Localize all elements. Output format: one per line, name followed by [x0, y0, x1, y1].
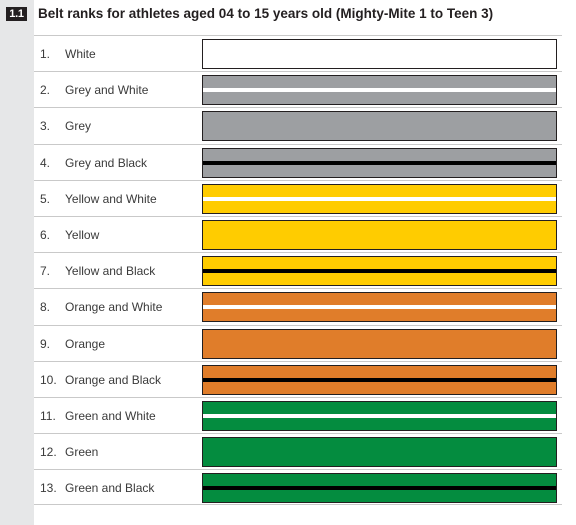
rank-number: 11. — [40, 408, 56, 423]
belt-swatch — [202, 437, 557, 468]
rank-name: Orange — [65, 336, 106, 351]
section-number-badge: 1.1 — [6, 7, 27, 21]
rank-row: 1. White — [34, 35, 562, 71]
rank-row: 7. Yellow and Black — [34, 252, 562, 288]
belt-swatch — [202, 183, 557, 214]
belt-swatch — [202, 39, 557, 69]
belt-swatch — [202, 219, 557, 250]
rank-number: 13. — [40, 481, 57, 496]
rank-name: Orange and Black — [65, 372, 162, 387]
belt-swatch — [202, 400, 557, 431]
rank-number: 4. — [40, 155, 51, 170]
rank-row: 6. Yellow — [34, 215, 562, 252]
belt-swatch — [202, 256, 557, 287]
rank-row: 9. Orange — [34, 324, 562, 361]
belt-swatch — [202, 473, 557, 504]
rank-number: 9. — [40, 336, 51, 351]
rank-name: Yellow and White — [65, 191, 157, 206]
rank-number: 10. — [40, 372, 57, 387]
rank-row: 10. Orange and Black — [34, 360, 562, 397]
rank-row: 11. Green and White — [34, 396, 562, 433]
rank-name: Green — [65, 445, 99, 460]
section-title: Belt ranks for athletes aged 04 to 15 ye… — [38, 6, 494, 21]
rank-name: White — [65, 47, 96, 61]
belt-swatch — [202, 111, 557, 142]
rank-number: 7. — [40, 264, 51, 279]
rank-row: 3. Grey — [34, 107, 562, 143]
rank-name: Grey — [65, 119, 92, 134]
rank-number: 6. — [40, 227, 51, 242]
rank-name: Yellow and Black — [65, 264, 156, 279]
rank-number: 2. — [40, 83, 51, 98]
rank-row: 4. Grey and Black — [34, 143, 562, 180]
belt-swatch — [202, 75, 557, 106]
rank-name: Orange and White — [65, 300, 163, 315]
rank-number: 8. — [40, 300, 51, 315]
rank-row: 2. Grey and White — [34, 71, 562, 107]
rank-number: 12. — [40, 445, 57, 460]
rank-row: 5. Yellow and White — [34, 179, 562, 216]
rank-name: Yellow — [65, 227, 100, 242]
rank-row: 12. Green — [34, 433, 562, 469]
belt-swatch — [202, 292, 557, 323]
belt-swatch — [202, 328, 557, 359]
rank-number: 3. — [40, 119, 51, 134]
rank-row: 13. Green and Black — [34, 469, 562, 506]
rank-number: 5. — [40, 191, 51, 206]
belt-swatch — [202, 364, 557, 395]
rank-name: Grey and Black — [65, 155, 148, 170]
belt-swatch — [202, 147, 557, 178]
rank-name: Green and White — [65, 408, 156, 423]
side-strip — [0, 0, 34, 525]
rank-row: 8. Orange and White — [34, 288, 562, 324]
rank-number: 1. — [40, 47, 51, 61]
belt-rank-table: 1. White 2. Grey and White 3. Grey 4. Grey and … — [34, 35, 562, 506]
rank-name: Grey and White — [65, 83, 149, 98]
rank-name: Green and Black — [65, 481, 155, 496]
